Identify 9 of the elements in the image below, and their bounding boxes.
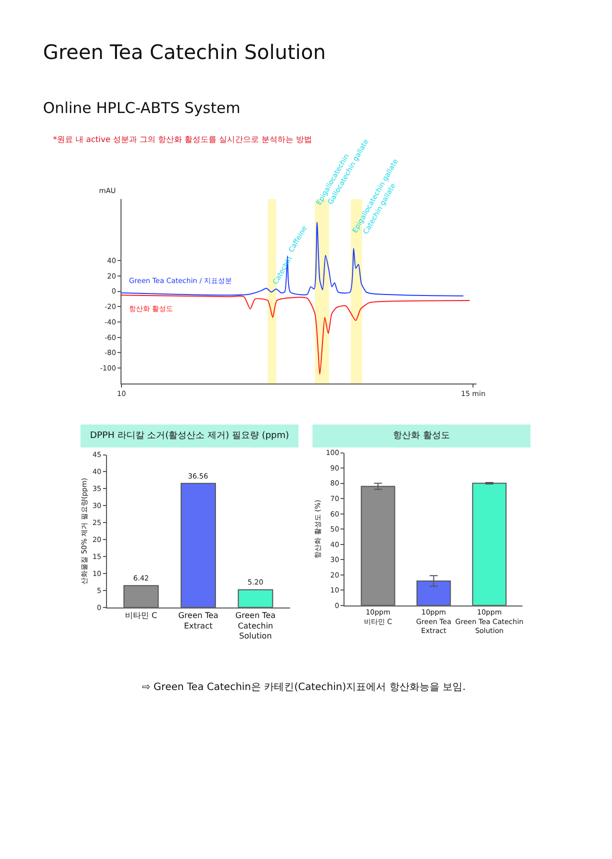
chart-subtitle: Online HPLC-ABTS System	[43, 99, 240, 117]
chart-title: 항산화 활성도	[393, 431, 450, 441]
x-tick-label: Green Tea Extract	[178, 610, 218, 630]
chart-title: Green Tea Catechin Solution	[43, 40, 326, 64]
text: *원료 내 active 성분과 그의 항산화 활성도를 실시간으로 분석하는 방법	[53, 135, 312, 144]
x-tick-label: 비타민 C	[125, 610, 158, 620]
x-tick-label: Green Tea Catechin Solution	[235, 610, 276, 641]
text: ⇨ Green Tea Catechin은 카테킨(Catechin)지표에서 항산화능을 보임.	[142, 682, 466, 693]
chart-title: DPPH 라디칼 소거(활성산소 제거) 필요량 (ppm)	[90, 431, 290, 441]
